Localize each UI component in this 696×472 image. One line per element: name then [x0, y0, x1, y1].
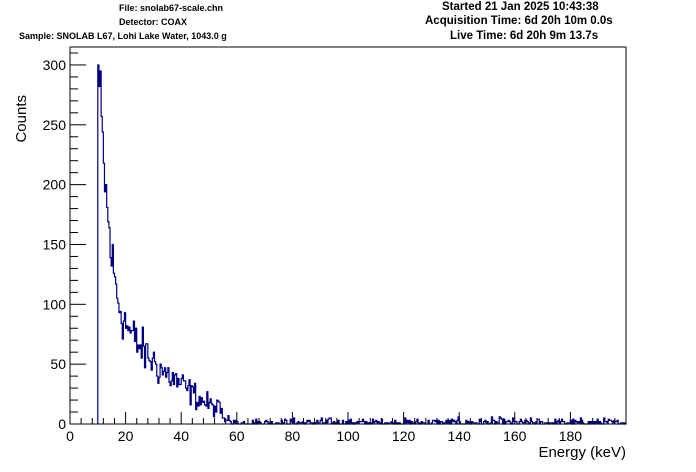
x-tick-label: 160: [503, 428, 527, 444]
sample-label: Sample: SNOLAB L67, Lohi Lake Water, 104…: [19, 31, 227, 41]
y-tick-label: 200: [43, 177, 67, 193]
y-tick-label: 300: [43, 57, 67, 73]
started-label: Started 21 Jan 2025 10:43:38: [442, 1, 599, 13]
x-tick-label: 180: [559, 428, 583, 444]
x-tick-label: 40: [173, 428, 189, 444]
x-tick-label: 80: [285, 428, 301, 444]
x-axis-label: Energy (keV): [538, 444, 626, 461]
plot-frame: [69, 46, 627, 425]
x-tick-label: 100: [336, 428, 360, 444]
y-axis-label: Counts: [13, 95, 30, 143]
x-axis: 0 20 40 60 80 100 120 140 160 180: [66, 412, 582, 444]
file-label: File: snolab67-scale.chn: [119, 3, 224, 13]
x-tick-label: 0: [66, 428, 74, 444]
x-tick-label: 60: [229, 428, 245, 444]
y-minor-ticks: [70, 52, 78, 413]
y-tick-label: 50: [50, 356, 66, 372]
x-tick-label: 120: [392, 428, 416, 444]
live-time-label: Live Time: 6d 20h 9m 13.7s: [450, 30, 599, 42]
y-axis: 0 50 100 150 200 250 300: [43, 57, 86, 432]
detector-label: Detector: COAX: [119, 17, 188, 27]
y-tick-label: 250: [43, 117, 67, 133]
x-tick-label: 20: [118, 428, 134, 444]
histogram-series: [97, 64, 626, 425]
y-tick-label: 0: [58, 416, 66, 432]
y-tick-label: 100: [43, 296, 67, 312]
acquisition-time-label: Acquisition Time: 6d 20h 10m 0.0s: [425, 15, 613, 27]
x-tick-label: 140: [448, 428, 472, 444]
y-tick-label: 150: [43, 236, 67, 252]
